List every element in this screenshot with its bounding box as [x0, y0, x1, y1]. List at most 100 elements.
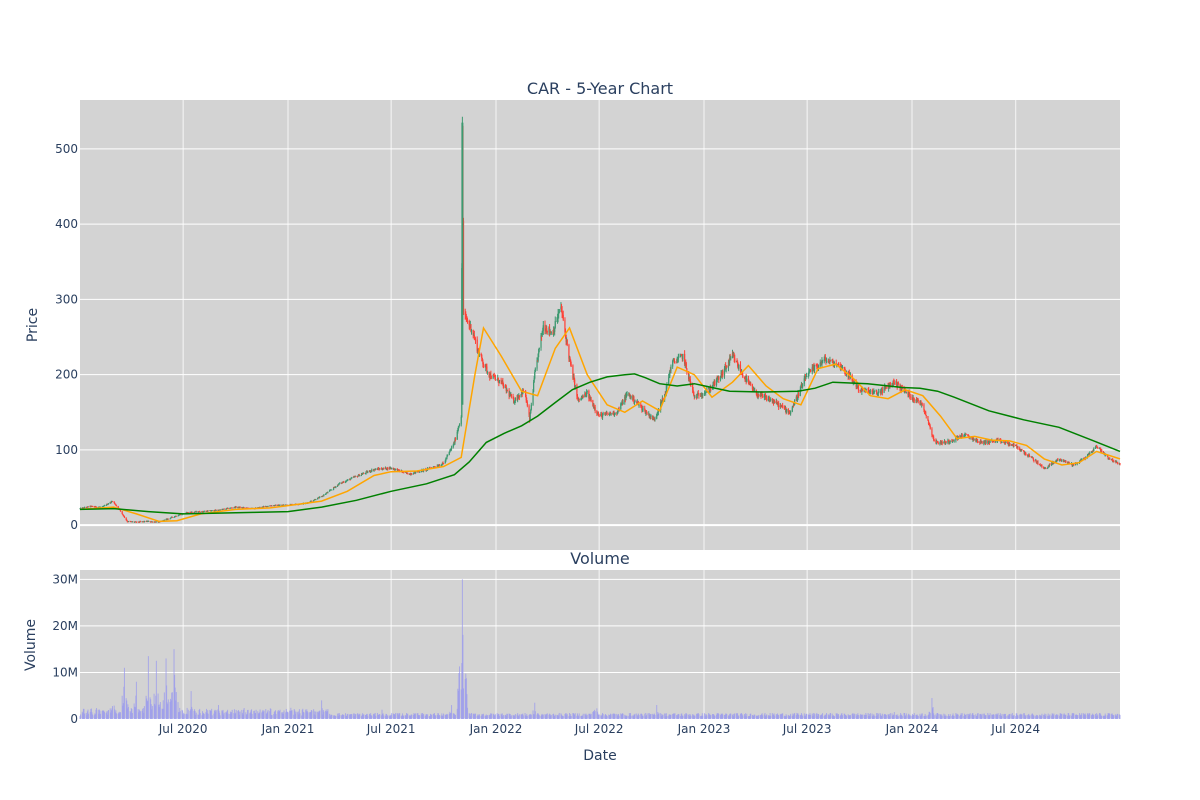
volume-bar	[227, 709, 229, 719]
volume-bar	[509, 714, 511, 719]
volume-bar	[873, 714, 875, 719]
volume-bar	[175, 692, 177, 719]
volume-bar	[549, 714, 551, 719]
volume-bar	[681, 713, 683, 719]
candle-body	[925, 414, 927, 417]
candle-body	[506, 389, 508, 391]
candle-body	[1021, 449, 1023, 451]
volume-bar	[155, 660, 157, 719]
candle-body	[921, 403, 923, 405]
volume-bar	[1068, 715, 1070, 719]
volume-bar	[704, 713, 706, 719]
volume-bar	[951, 715, 953, 719]
volume-bar	[824, 714, 826, 719]
volume-bar	[574, 714, 576, 719]
candle-body	[1031, 456, 1033, 458]
volume-bar	[843, 713, 845, 719]
volume-bar	[827, 714, 829, 719]
candle-body	[566, 339, 568, 346]
volume-bar	[586, 714, 588, 719]
volume-bar	[959, 716, 961, 719]
volume-bar	[969, 713, 971, 719]
volume-bar	[514, 715, 516, 719]
volume-bar	[1081, 713, 1083, 719]
volume-bar	[758, 714, 760, 719]
candle-body	[331, 489, 333, 491]
candle-body	[929, 426, 931, 429]
candle-body	[1033, 459, 1035, 462]
candle-body	[122, 513, 124, 515]
volume-bar	[540, 715, 542, 719]
candle-body	[321, 496, 323, 498]
volume-bar	[887, 714, 889, 719]
candle-body	[662, 397, 664, 400]
volume-bar	[993, 714, 995, 719]
volume-bar	[770, 715, 772, 719]
volume-bar	[253, 710, 255, 719]
volume-bar	[472, 713, 474, 719]
volume-bar	[315, 711, 317, 719]
volume-bar	[1005, 716, 1007, 719]
volume-axis-title: Volume	[23, 619, 39, 671]
volume-bar	[1100, 715, 1102, 719]
candle-body	[892, 380, 894, 386]
candle-body	[929, 424, 931, 427]
volume-bar	[665, 716, 667, 719]
candle-body	[538, 349, 540, 354]
volume-bar	[1097, 714, 1099, 719]
volume-bar	[1011, 712, 1013, 719]
candle-body	[923, 404, 925, 410]
candle-body	[569, 358, 571, 361]
volume-bar	[637, 713, 639, 719]
volume-bar	[470, 713, 472, 719]
candle-body	[83, 507, 86, 509]
candle-body	[107, 503, 110, 505]
volume-bar	[734, 713, 736, 719]
candle-body	[441, 464, 443, 466]
volume-bar	[920, 716, 922, 719]
candle-body	[913, 397, 915, 400]
volume-bar	[485, 715, 487, 719]
volume-bar	[885, 714, 887, 719]
volume-bar	[151, 709, 153, 719]
volume-bar	[440, 715, 442, 719]
volume-bar	[718, 714, 720, 719]
candle-body	[732, 353, 734, 357]
volume-bar	[131, 713, 133, 719]
volume-bar	[202, 711, 204, 719]
volume-bar	[427, 714, 429, 719]
volume-bar	[1015, 716, 1017, 719]
volume-bar	[949, 714, 951, 719]
candle-body	[568, 345, 570, 359]
price-tick-label: 0	[70, 518, 78, 532]
volume-bar	[386, 715, 388, 719]
volume-tick-label: 30M	[52, 572, 78, 586]
volume-bar	[581, 715, 583, 719]
candle-body	[909, 394, 911, 397]
candle-body	[933, 437, 935, 440]
candle-body	[1020, 450, 1022, 452]
volume-bar	[537, 713, 539, 719]
volume-bar	[321, 700, 323, 719]
candle-body	[534, 372, 536, 379]
volume-bar	[473, 714, 475, 719]
volume-bar	[1111, 713, 1113, 719]
candle-body	[665, 385, 667, 394]
volume-bar	[145, 695, 147, 719]
volume-bar	[1035, 714, 1037, 719]
candle-body	[680, 354, 682, 357]
candle-body	[217, 510, 220, 512]
candle-body	[464, 313, 466, 315]
volume-bar	[1115, 716, 1117, 719]
volume-bar	[237, 711, 239, 719]
volume-bar	[1071, 713, 1073, 719]
candle-body	[329, 490, 331, 492]
volume-bar	[849, 715, 851, 719]
volume-bar	[182, 714, 184, 719]
candle-body	[151, 521, 153, 523]
volume-bar	[1016, 715, 1018, 719]
candle-body	[925, 411, 927, 415]
volume-bar	[735, 713, 737, 719]
volume-bar	[1108, 713, 1110, 719]
volume-bar	[119, 712, 121, 719]
